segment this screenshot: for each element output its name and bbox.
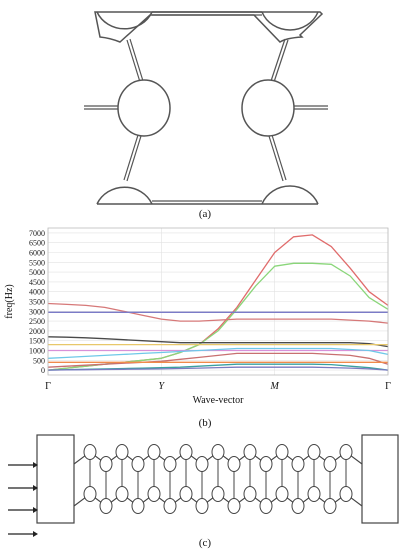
chain-mass	[211, 444, 225, 460]
caption-c: (c)	[199, 537, 212, 549]
grid-layer	[47, 228, 389, 375]
y-tick-label: 3000	[29, 307, 45, 316]
chain-mass	[179, 486, 193, 502]
chain-mass	[307, 486, 321, 502]
top-left-mass	[96, 11, 153, 30]
chain-mass	[275, 444, 289, 460]
chain-lattice	[73, 444, 363, 514]
upper-right-beam-2	[270, 38, 286, 82]
chain-mass	[243, 486, 257, 502]
chain-mass	[323, 456, 337, 472]
panel-b-dispersion-chart: 0 500 1000 1500 2000 2500 3000 3500 4000 4500 5000…	[0, 220, 411, 430]
y-tick-label: 1500	[29, 337, 45, 346]
top-frame	[94, 11, 324, 43]
caption-a: (a)	[199, 208, 212, 220]
chain-mass	[115, 486, 129, 502]
arrow-head-4	[33, 531, 38, 537]
y-tick-labels: 0500100015002000250030003500400045005000…	[29, 229, 45, 375]
arrow-head-1	[33, 462, 38, 468]
arrow-head-2	[33, 485, 38, 491]
series-line-5	[47, 336, 389, 348]
right-block	[361, 434, 399, 524]
chain-mass	[195, 498, 209, 514]
y-tick-label: 0	[41, 366, 45, 375]
y-tick-label: 2000	[29, 327, 45, 336]
right-mass	[241, 79, 295, 137]
chain-diagram: (c)	[8, 434, 399, 549]
chain-mass	[291, 456, 305, 472]
x-tick-label: Γ	[45, 381, 51, 392]
panel-c-chain-model: (c)	[0, 430, 411, 550]
y-tick-label: 5000	[29, 268, 45, 277]
x-tick-label: Y	[159, 381, 166, 392]
chain-mass	[147, 444, 161, 460]
force-arrows	[8, 462, 38, 537]
lower-left-beam	[123, 134, 139, 181]
y-tick-label: 2500	[29, 317, 45, 326]
series-line-12	[47, 366, 389, 371]
left-mass	[117, 79, 171, 137]
y-tick-label: 500	[33, 356, 45, 365]
chain-mass	[275, 486, 289, 502]
chain-mass	[83, 444, 97, 460]
dispersion-chart: 0500100015002000250030003500400045005000…	[4, 227, 391, 429]
upper-right-beam	[273, 39, 289, 83]
chain-mass	[131, 498, 145, 514]
chain-mass	[131, 456, 145, 472]
chain-mass	[179, 444, 193, 460]
chain-mass	[211, 486, 225, 502]
lower-left-beam-2	[126, 135, 142, 182]
chain-mass	[259, 456, 273, 472]
y-tick-label: 4000	[29, 288, 45, 297]
upper-left-beam	[126, 39, 141, 83]
y-tick-label: 4500	[29, 278, 45, 287]
caption-b: (b)	[199, 417, 212, 429]
bottom-left-mass	[96, 186, 153, 205]
left-block	[36, 434, 75, 524]
chain-mass	[259, 498, 273, 514]
unit-cell-diagram: (a)	[84, 11, 328, 220]
chain-mass	[291, 498, 305, 514]
y-tick-label: 6500	[29, 239, 45, 248]
x-tick-label: Γ	[385, 381, 391, 392]
chain-mass	[163, 498, 177, 514]
chain-mass	[83, 486, 97, 502]
chain-mass	[195, 456, 209, 472]
chain-mass	[339, 486, 353, 502]
chain-mass	[163, 456, 177, 472]
chain-mass	[323, 498, 337, 514]
chain-mass	[99, 498, 113, 514]
lower-right-beam-2	[268, 135, 284, 182]
series-layer	[47, 234, 389, 371]
series-line-3	[47, 302, 389, 324]
chain-mass	[307, 444, 321, 460]
chain-mass	[147, 486, 161, 502]
x-axis-label: Wave-vector	[193, 395, 245, 406]
y-tick-label: 3500	[29, 298, 45, 307]
chain-mass	[339, 444, 353, 460]
chain-mass	[227, 498, 241, 514]
series-line-8	[47, 347, 389, 359]
y-axis-label: freq(Hz)	[4, 284, 15, 318]
lower-right-beam	[271, 134, 287, 181]
chain-mass	[99, 456, 113, 472]
y-tick-label: 1000	[29, 347, 45, 356]
arrow-head-3	[33, 507, 38, 513]
y-tick-label: 5500	[29, 258, 45, 267]
y-tick-label: 6000	[29, 249, 45, 258]
y-tick-label: 7000	[29, 229, 45, 238]
chain-mass	[243, 444, 257, 460]
series-line-9	[47, 352, 389, 368]
bottom-right-mass	[261, 185, 319, 205]
chain-mass	[115, 444, 129, 460]
chain-mass	[227, 456, 241, 472]
top-right-mass	[261, 11, 319, 31]
x-tick-label: M	[269, 381, 279, 392]
panel-a-unit-cell: (a)	[0, 0, 411, 220]
plot-frame	[47, 227, 389, 376]
upper-left-beam-2	[129, 38, 144, 82]
